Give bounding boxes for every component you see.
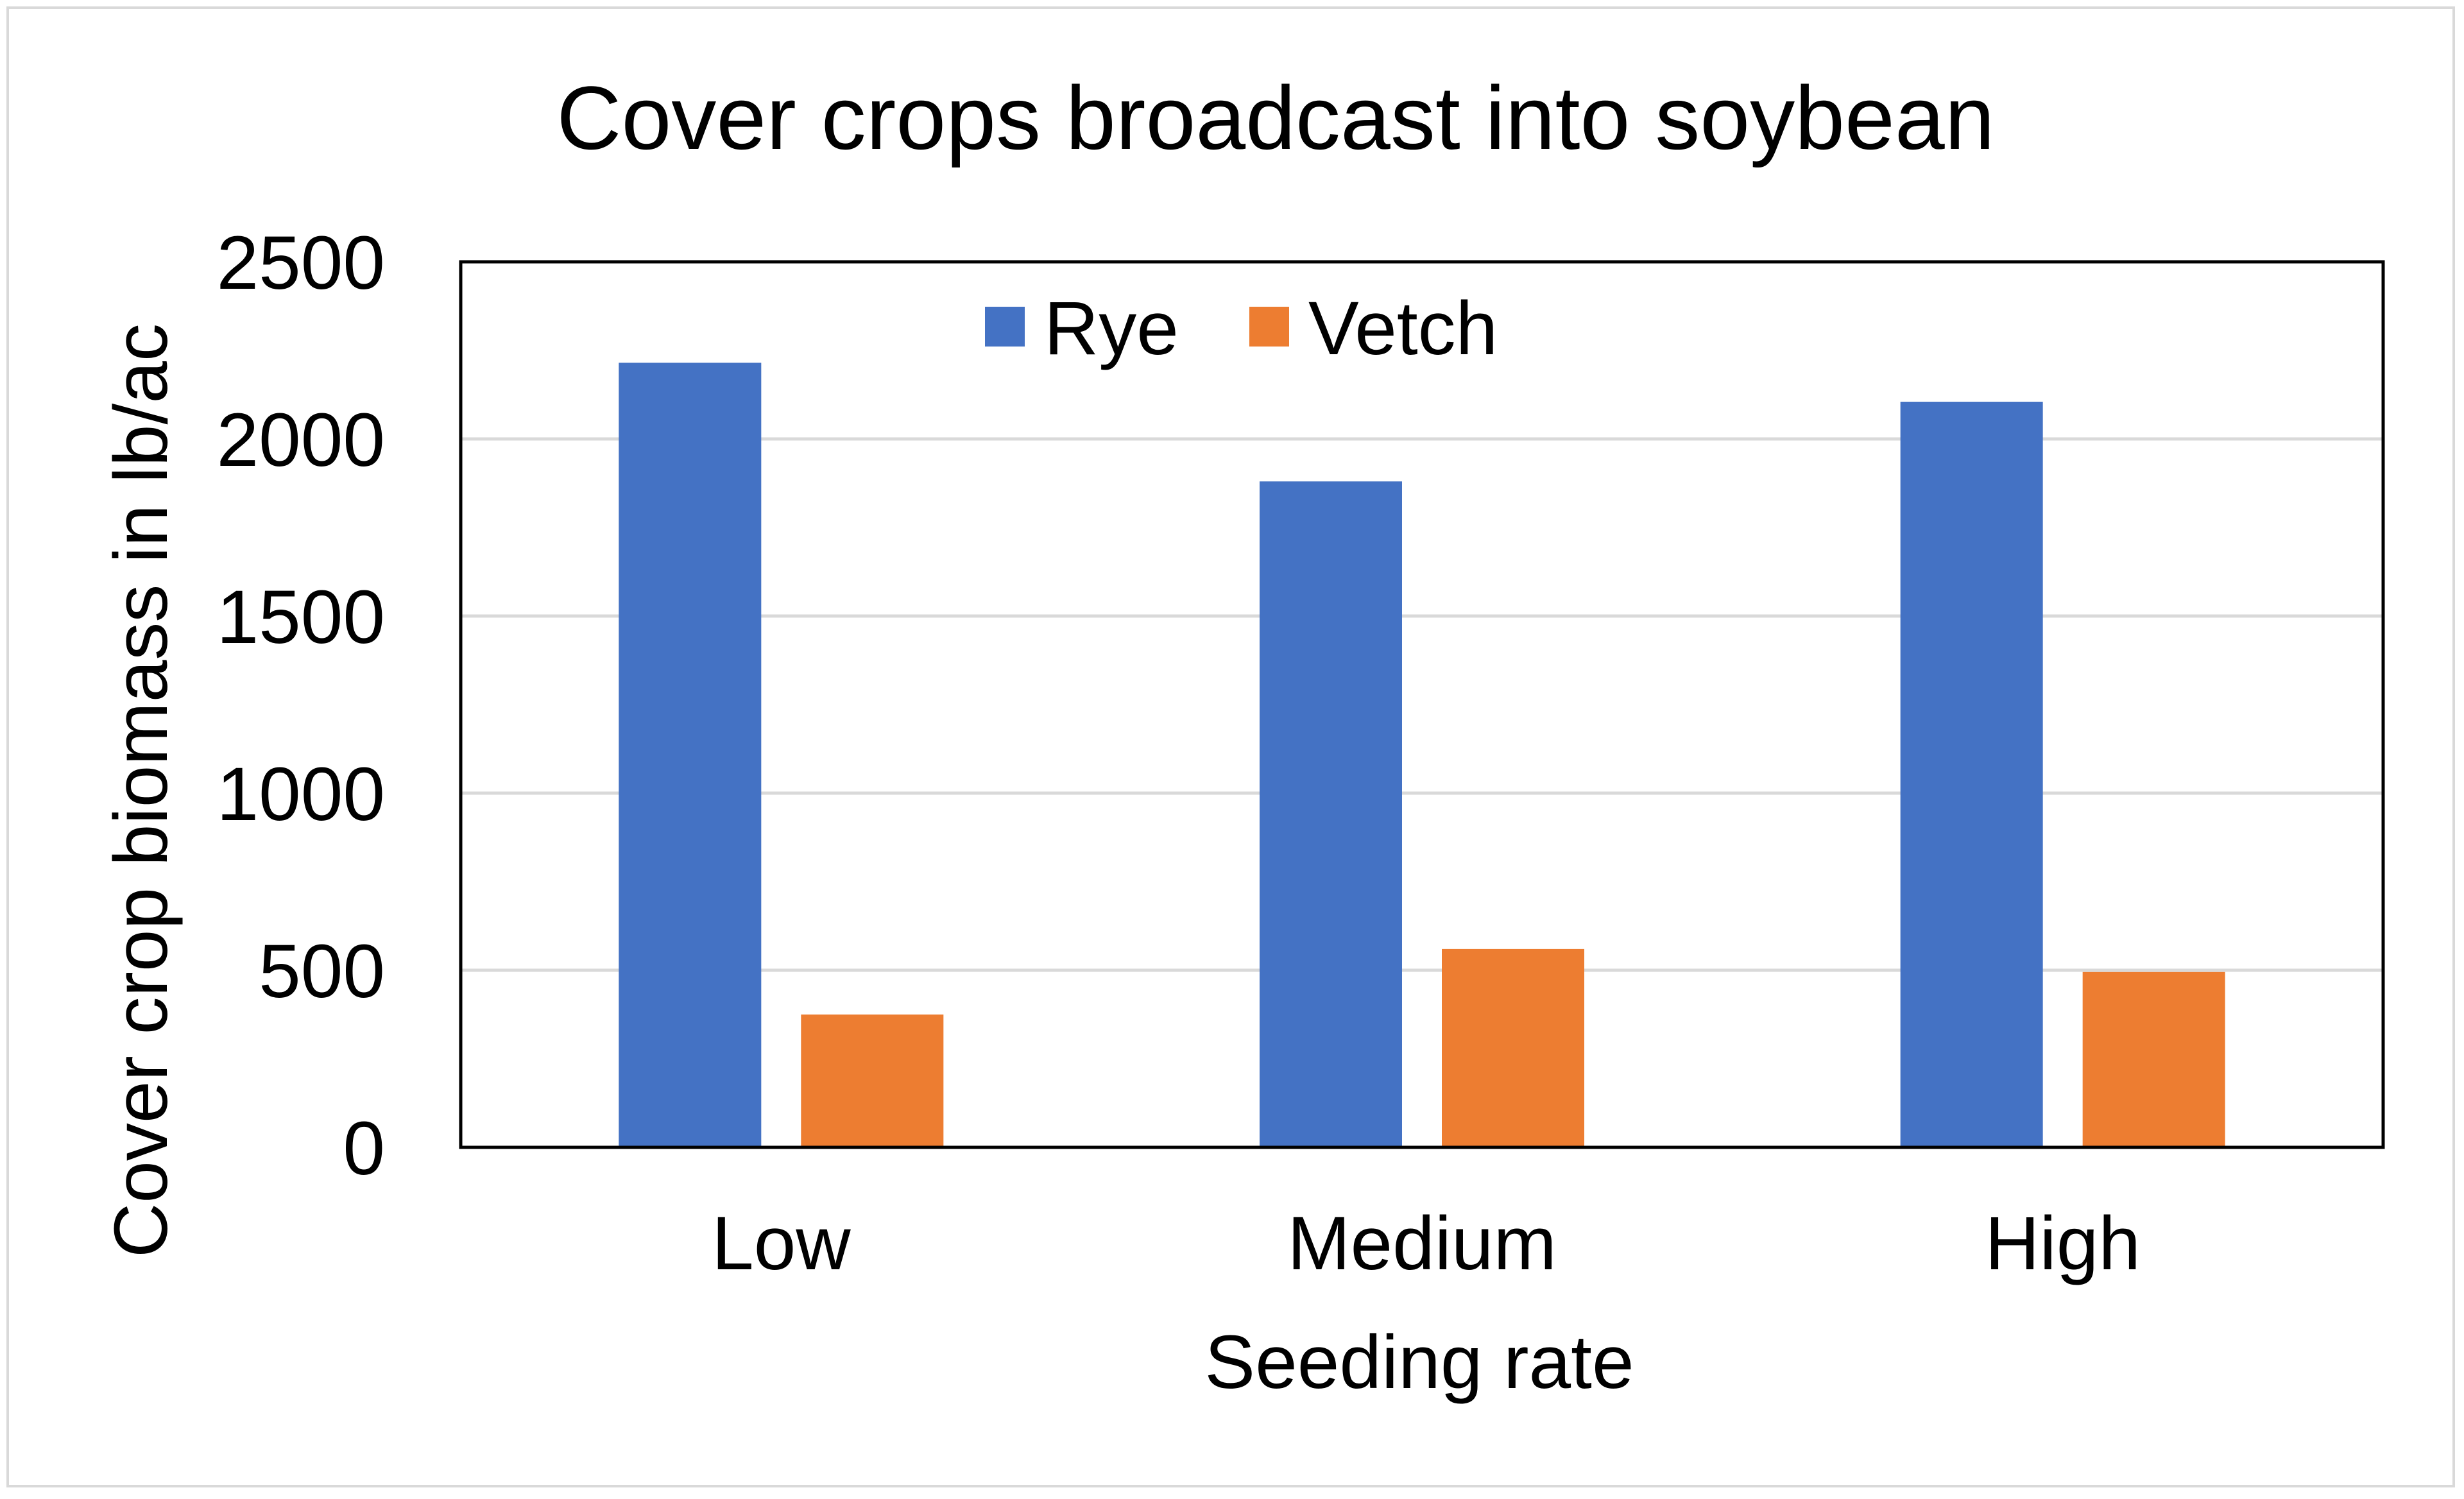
legend-label-rye: Rye (1044, 286, 1179, 371)
x-tick-label: High (1985, 1201, 2141, 1286)
y-tick-label: 2000 (216, 398, 385, 483)
y-axis-label: Cover crop biomass in lb/ac (99, 323, 184, 1258)
y-tick-label: 0 (343, 1106, 385, 1191)
legend-label-vetch: Vetch (1308, 286, 1498, 371)
bar-rye-medium (1260, 481, 1402, 1147)
legend-swatch-rye (985, 307, 1025, 347)
bars (619, 363, 2225, 1147)
legend-swatch-vetch (1249, 307, 1289, 347)
bar-rye-low (619, 363, 762, 1147)
plot-area-border (459, 260, 2385, 1149)
y-tick-label: 1000 (216, 752, 385, 837)
x-axis-ticks: Low Medium High (712, 1201, 2141, 1286)
y-tick-label: 500 (259, 929, 385, 1014)
gridlines (461, 437, 2383, 972)
bar-rye-high (1900, 402, 2043, 1147)
chart-frame (6, 6, 2455, 1487)
bar-vetch-low (801, 1015, 944, 1147)
legend: Rye Vetch (985, 286, 1498, 371)
x-axis-label: Seeding rate (1204, 1320, 1634, 1405)
y-axis-ticks: 0 500 1000 1500 2000 2500 (216, 221, 385, 1191)
x-tick-label: Medium (1287, 1201, 1557, 1286)
x-tick-label: Low (712, 1201, 851, 1286)
bar-vetch-high (2082, 972, 2225, 1147)
bar-vetch-medium (1442, 948, 1584, 1147)
chart-title: Cover crops broadcast into soybean (556, 67, 1994, 168)
y-tick-label: 2500 (216, 221, 385, 305)
y-tick-label: 1500 (216, 575, 385, 660)
